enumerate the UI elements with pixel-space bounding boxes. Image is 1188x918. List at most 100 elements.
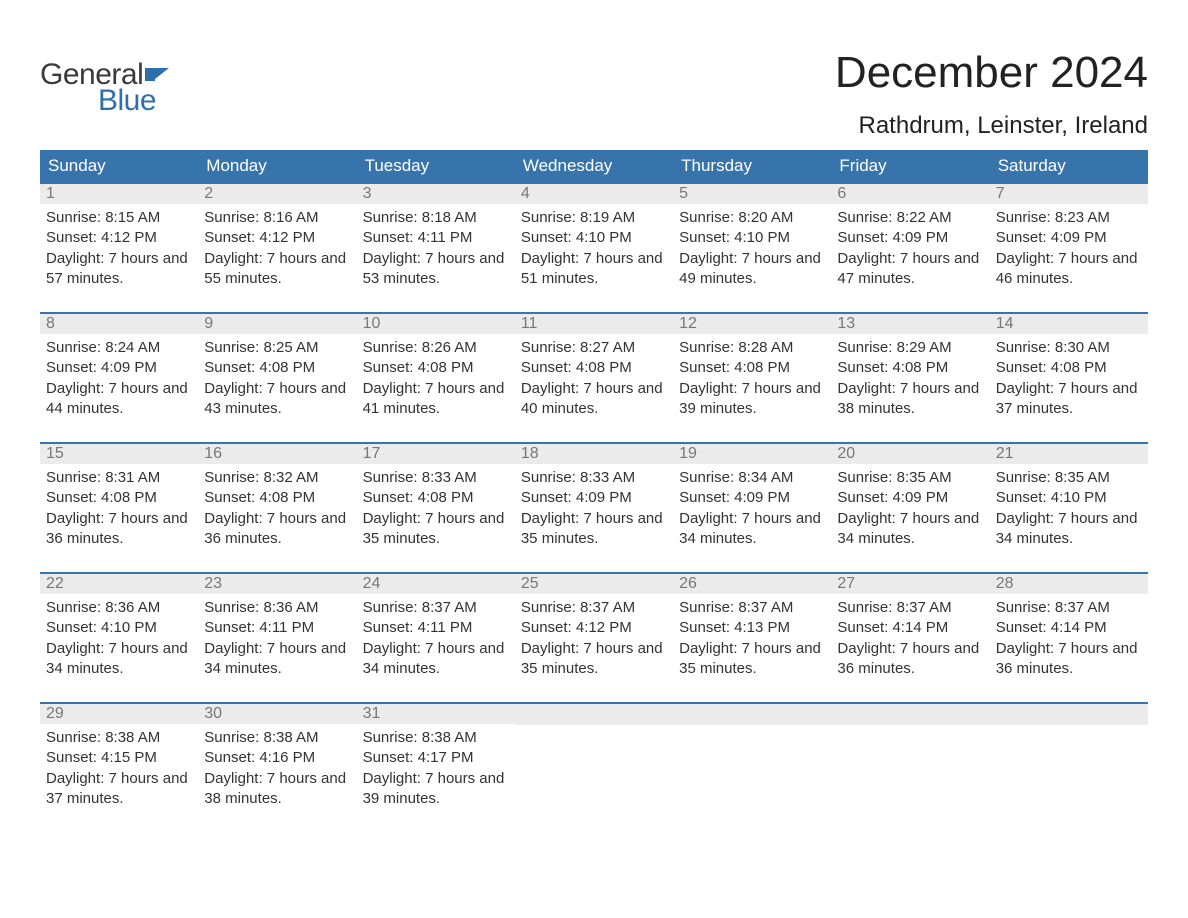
sunrise-line: Sunrise: 8:37 AM bbox=[679, 598, 825, 618]
daylight-line: Daylight: 7 hours and 35 minutes. bbox=[521, 639, 667, 680]
day-number: 26 bbox=[673, 574, 831, 594]
daylight-line: Daylight: 7 hours and 40 minutes. bbox=[521, 379, 667, 420]
sunset-line: Sunset: 4:09 PM bbox=[521, 488, 667, 508]
day-number: 28 bbox=[990, 574, 1148, 594]
sunset-line: Sunset: 4:09 PM bbox=[679, 488, 825, 508]
day-body: Sunrise: 8:35 AMSunset: 4:10 PMDaylight:… bbox=[990, 464, 1148, 553]
daylight-line: Daylight: 7 hours and 39 minutes. bbox=[363, 769, 509, 810]
sunrise-line: Sunrise: 8:22 AM bbox=[837, 208, 983, 228]
day-number: 10 bbox=[357, 314, 515, 334]
sunset-line: Sunset: 4:11 PM bbox=[204, 618, 350, 638]
day-body: Sunrise: 8:19 AMSunset: 4:10 PMDaylight:… bbox=[515, 204, 673, 293]
sunrise-line: Sunrise: 8:19 AM bbox=[521, 208, 667, 228]
daylight-line: Daylight: 7 hours and 34 minutes. bbox=[679, 509, 825, 550]
sunrise-line: Sunrise: 8:26 AM bbox=[363, 338, 509, 358]
day-number: 6 bbox=[831, 184, 989, 204]
sunset-line: Sunset: 4:14 PM bbox=[996, 618, 1142, 638]
sunset-line: Sunset: 4:14 PM bbox=[837, 618, 983, 638]
sunset-line: Sunset: 4:09 PM bbox=[837, 488, 983, 508]
sunrise-line: Sunrise: 8:33 AM bbox=[363, 468, 509, 488]
day-body: Sunrise: 8:31 AMSunset: 4:08 PMDaylight:… bbox=[40, 464, 198, 553]
sunset-line: Sunset: 4:08 PM bbox=[204, 488, 350, 508]
daylight-line: Daylight: 7 hours and 36 minutes. bbox=[204, 509, 350, 550]
day-number: 18 bbox=[515, 444, 673, 464]
sunset-line: Sunset: 4:12 PM bbox=[521, 618, 667, 638]
day-number: 9 bbox=[198, 314, 356, 334]
day-number: 30 bbox=[198, 704, 356, 724]
day-number: 25 bbox=[515, 574, 673, 594]
location-subtitle: Rathdrum, Leinster, Ireland bbox=[835, 112, 1148, 140]
sunset-line: Sunset: 4:16 PM bbox=[204, 748, 350, 768]
day-cell: 17Sunrise: 8:33 AMSunset: 4:08 PMDayligh… bbox=[357, 444, 515, 554]
sunrise-line: Sunrise: 8:35 AM bbox=[837, 468, 983, 488]
sunset-line: Sunset: 4:08 PM bbox=[521, 358, 667, 378]
daylight-line: Daylight: 7 hours and 55 minutes. bbox=[204, 249, 350, 290]
day-body: Sunrise: 8:38 AMSunset: 4:17 PMDaylight:… bbox=[357, 724, 515, 813]
daylight-line: Daylight: 7 hours and 38 minutes. bbox=[837, 379, 983, 420]
weekday-header-cell: Wednesday bbox=[515, 150, 673, 182]
daylight-line: Daylight: 7 hours and 43 minutes. bbox=[204, 379, 350, 420]
sunset-line: Sunset: 4:08 PM bbox=[46, 488, 192, 508]
day-cell: 24Sunrise: 8:37 AMSunset: 4:11 PMDayligh… bbox=[357, 574, 515, 684]
weekday-header-cell: Monday bbox=[198, 150, 356, 182]
day-body: Sunrise: 8:22 AMSunset: 4:09 PMDaylight:… bbox=[831, 204, 989, 293]
sunrise-line: Sunrise: 8:18 AM bbox=[363, 208, 509, 228]
daylight-line: Daylight: 7 hours and 34 minutes. bbox=[996, 509, 1142, 550]
day-cell: 29Sunrise: 8:38 AMSunset: 4:15 PMDayligh… bbox=[40, 704, 198, 814]
day-cell: 1Sunrise: 8:15 AMSunset: 4:12 PMDaylight… bbox=[40, 184, 198, 294]
day-number bbox=[673, 704, 831, 725]
sunrise-line: Sunrise: 8:38 AM bbox=[204, 728, 350, 748]
day-body: Sunrise: 8:33 AMSunset: 4:09 PMDaylight:… bbox=[515, 464, 673, 553]
day-body: Sunrise: 8:24 AMSunset: 4:09 PMDaylight:… bbox=[40, 334, 198, 423]
sunrise-line: Sunrise: 8:15 AM bbox=[46, 208, 192, 228]
flag-icon bbox=[145, 61, 173, 86]
day-cell: 21Sunrise: 8:35 AMSunset: 4:10 PMDayligh… bbox=[990, 444, 1148, 554]
day-cell: 6Sunrise: 8:22 AMSunset: 4:09 PMDaylight… bbox=[831, 184, 989, 294]
day-body: Sunrise: 8:26 AMSunset: 4:08 PMDaylight:… bbox=[357, 334, 515, 423]
day-number bbox=[990, 704, 1148, 725]
sunrise-line: Sunrise: 8:33 AM bbox=[521, 468, 667, 488]
daylight-line: Daylight: 7 hours and 44 minutes. bbox=[46, 379, 192, 420]
sunrise-line: Sunrise: 8:37 AM bbox=[521, 598, 667, 618]
sunrise-line: Sunrise: 8:31 AM bbox=[46, 468, 192, 488]
day-cell: 28Sunrise: 8:37 AMSunset: 4:14 PMDayligh… bbox=[990, 574, 1148, 684]
daylight-line: Daylight: 7 hours and 35 minutes. bbox=[679, 639, 825, 680]
sunrise-line: Sunrise: 8:37 AM bbox=[996, 598, 1142, 618]
day-number: 24 bbox=[357, 574, 515, 594]
week-row: 15Sunrise: 8:31 AMSunset: 4:08 PMDayligh… bbox=[40, 442, 1148, 554]
weekday-header-cell: Sunday bbox=[40, 150, 198, 182]
day-body: Sunrise: 8:37 AMSunset: 4:13 PMDaylight:… bbox=[673, 594, 831, 683]
day-number: 29 bbox=[40, 704, 198, 724]
day-cell: 31Sunrise: 8:38 AMSunset: 4:17 PMDayligh… bbox=[357, 704, 515, 814]
daylight-line: Daylight: 7 hours and 34 minutes. bbox=[363, 639, 509, 680]
day-number: 4 bbox=[515, 184, 673, 204]
week-row: 8Sunrise: 8:24 AMSunset: 4:09 PMDaylight… bbox=[40, 312, 1148, 424]
month-title: December 2024 bbox=[835, 48, 1148, 98]
day-number: 17 bbox=[357, 444, 515, 464]
day-cell: 3Sunrise: 8:18 AMSunset: 4:11 PMDaylight… bbox=[357, 184, 515, 294]
daylight-line: Daylight: 7 hours and 36 minutes. bbox=[46, 509, 192, 550]
day-cell: 14Sunrise: 8:30 AMSunset: 4:08 PMDayligh… bbox=[990, 314, 1148, 424]
daylight-line: Daylight: 7 hours and 57 minutes. bbox=[46, 249, 192, 290]
day-body: Sunrise: 8:18 AMSunset: 4:11 PMDaylight:… bbox=[357, 204, 515, 293]
day-cell: 23Sunrise: 8:36 AMSunset: 4:11 PMDayligh… bbox=[198, 574, 356, 684]
empty-day-cell bbox=[673, 704, 831, 814]
day-cell: 30Sunrise: 8:38 AMSunset: 4:16 PMDayligh… bbox=[198, 704, 356, 814]
day-body: Sunrise: 8:37 AMSunset: 4:14 PMDaylight:… bbox=[990, 594, 1148, 683]
day-body: Sunrise: 8:37 AMSunset: 4:14 PMDaylight:… bbox=[831, 594, 989, 683]
day-body: Sunrise: 8:29 AMSunset: 4:08 PMDaylight:… bbox=[831, 334, 989, 423]
sunset-line: Sunset: 4:08 PM bbox=[679, 358, 825, 378]
day-number: 23 bbox=[198, 574, 356, 594]
daylight-line: Daylight: 7 hours and 34 minutes. bbox=[204, 639, 350, 680]
day-number: 22 bbox=[40, 574, 198, 594]
day-number: 3 bbox=[357, 184, 515, 204]
day-body: Sunrise: 8:25 AMSunset: 4:08 PMDaylight:… bbox=[198, 334, 356, 423]
day-body: Sunrise: 8:33 AMSunset: 4:08 PMDaylight:… bbox=[357, 464, 515, 553]
day-number: 15 bbox=[40, 444, 198, 464]
sunset-line: Sunset: 4:13 PM bbox=[679, 618, 825, 638]
daylight-line: Daylight: 7 hours and 53 minutes. bbox=[363, 249, 509, 290]
daylight-line: Daylight: 7 hours and 34 minutes. bbox=[837, 509, 983, 550]
day-number bbox=[831, 704, 989, 725]
daylight-line: Daylight: 7 hours and 37 minutes. bbox=[46, 769, 192, 810]
sunset-line: Sunset: 4:08 PM bbox=[363, 488, 509, 508]
